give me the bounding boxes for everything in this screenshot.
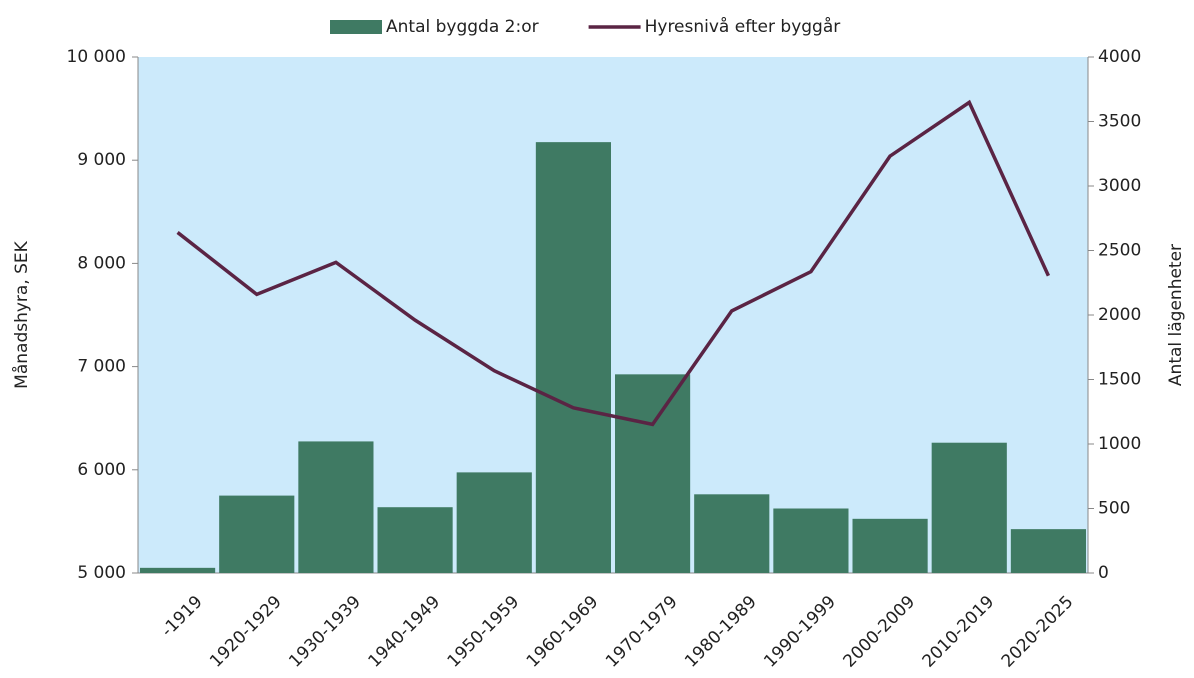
y2-tick-label: 4000 xyxy=(1098,47,1141,67)
x-tick-label: 1930-1939 xyxy=(285,592,365,672)
bar xyxy=(931,442,1007,573)
legend-swatch xyxy=(330,20,382,34)
y-tick-label: 9 000 xyxy=(77,150,126,170)
x-tick-label: 2000-2009 xyxy=(839,592,919,672)
y2-tick-label: 0 xyxy=(1098,563,1109,583)
x-tick-label: 1960-1969 xyxy=(523,592,603,672)
x-tick-label: -1919 xyxy=(158,592,207,641)
y-tick-label: 6 000 xyxy=(77,460,126,480)
line xyxy=(176,99,1051,427)
y2-tick-label: 3000 xyxy=(1098,176,1141,196)
y2-tick-label: 500 xyxy=(1098,499,1130,519)
bar xyxy=(140,567,216,573)
y2-tick-label: 1000 xyxy=(1098,434,1141,454)
legend-label: Antal byggda 2:or xyxy=(386,17,539,37)
y2-tick-label: 1500 xyxy=(1098,370,1141,390)
y2-tick-label: 3500 xyxy=(1098,112,1141,132)
y-axis-label: Månadshyra, SEK xyxy=(11,240,32,389)
x-tick-label: 1990-1999 xyxy=(760,592,840,672)
y2-axis-label: Antal lägenheter xyxy=(1166,244,1186,386)
x-tick-label: 1920-1929 xyxy=(206,592,286,672)
bar xyxy=(456,472,532,573)
plot-background xyxy=(138,57,1088,573)
y2-tick-label: 2000 xyxy=(1098,305,1141,325)
bar xyxy=(377,507,453,573)
bar xyxy=(535,142,611,573)
y-tick-label: 5 000 xyxy=(77,563,126,583)
legend-label: Hyresnivå efter byggår xyxy=(645,16,841,37)
x-tick-label: 1980-1989 xyxy=(681,592,761,672)
bar xyxy=(694,494,770,573)
x-tick-label: 1950-1959 xyxy=(444,592,524,672)
bar xyxy=(615,374,691,573)
bar xyxy=(773,508,849,573)
bar xyxy=(1010,529,1086,573)
x-tick-label: 1940-1949 xyxy=(364,592,444,672)
bar xyxy=(852,518,928,573)
y2-tick-label: 2500 xyxy=(1098,241,1141,261)
bar xyxy=(298,441,374,573)
bar xyxy=(219,495,295,573)
y-tick-label: 7 000 xyxy=(77,357,126,377)
y-tick-label: 10 000 xyxy=(67,47,126,67)
x-tick-label: 1970-1979 xyxy=(602,592,682,672)
x-tick-label: 2020-2025 xyxy=(998,592,1078,672)
x-tick-label: 2010-2019 xyxy=(919,592,999,672)
y-tick-label: 8 000 xyxy=(77,253,126,273)
